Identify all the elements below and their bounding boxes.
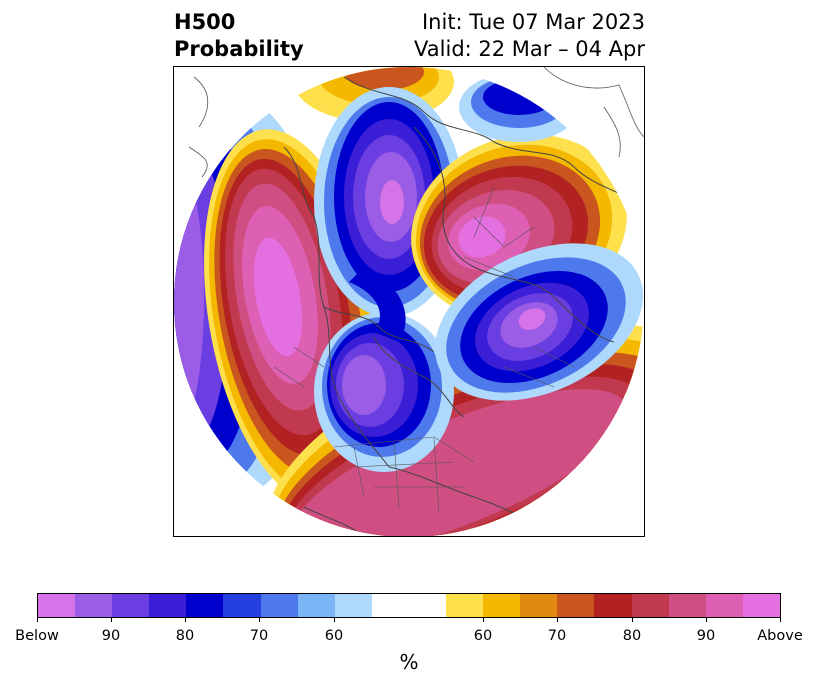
title-valid: Valid: 22 Mar – 04 Apr (414, 37, 645, 61)
colorbar-segment (520, 594, 558, 617)
colorbar-segment (112, 594, 150, 617)
colorbar-segment (186, 594, 224, 617)
colorbar-tick (780, 617, 781, 622)
colorbar-segment (668, 594, 706, 617)
colorbar-segment (223, 594, 261, 617)
colorbar-tick (37, 617, 38, 622)
colorbar-unit-label: % (399, 650, 419, 674)
colorbar-tick (185, 617, 186, 622)
borders (273, 186, 575, 513)
colorbar-segment (631, 594, 669, 617)
colorbar-segment (297, 594, 335, 617)
colorbar-segment (149, 594, 187, 617)
colorbar-tick-label: 80 (622, 628, 642, 644)
colorbar-tick-label: 90 (696, 628, 716, 644)
title-product: Probability (174, 37, 304, 61)
colorbar-segment (260, 594, 298, 617)
title-left: H500 Probability (174, 9, 304, 63)
colorbar-tick-label: 80 (175, 628, 195, 644)
title-right: Init: Tue 07 Mar 2023 Valid: 22 Mar – 04… (414, 9, 645, 63)
colorbar-segment (483, 594, 521, 617)
colorbar-segment-neutral (371, 594, 447, 617)
title-variable: H500 (174, 10, 236, 34)
colorbar-tick-label: 70 (249, 628, 269, 644)
colorbar-tick-label: 70 (547, 628, 567, 644)
colorbar-tick-label: Below (15, 628, 59, 644)
colorbar-segment (75, 594, 113, 617)
colorbar-tick (483, 617, 484, 622)
colorbar-tick-label: Above (757, 628, 803, 644)
probability-field (174, 67, 644, 536)
map-panel (173, 66, 645, 537)
colorbar (37, 593, 781, 618)
probability-map (174, 67, 644, 536)
outer-coastlines (188, 67, 644, 178)
colorbar-tick-label: 90 (101, 628, 121, 644)
colorbar-tick-label: 60 (324, 628, 344, 644)
colorbar-segment (594, 594, 632, 617)
colorbar-segment (557, 594, 595, 617)
colorbar-tick (706, 617, 707, 622)
colorbar-segment (446, 594, 484, 617)
colorbar-tick (259, 617, 260, 622)
title-init: Init: Tue 07 Mar 2023 (421, 10, 645, 34)
colorbar-tick (334, 617, 335, 622)
colorbar-tick (111, 617, 112, 622)
colorbar-segment (742, 594, 780, 617)
colorbar-segment (334, 594, 372, 617)
colorbar-segment (705, 594, 743, 617)
colorbar-tick (557, 617, 558, 622)
colorbar-tick-label: 60 (473, 628, 493, 644)
colorbar-segment (38, 594, 76, 617)
colorbar-tick (632, 617, 633, 622)
